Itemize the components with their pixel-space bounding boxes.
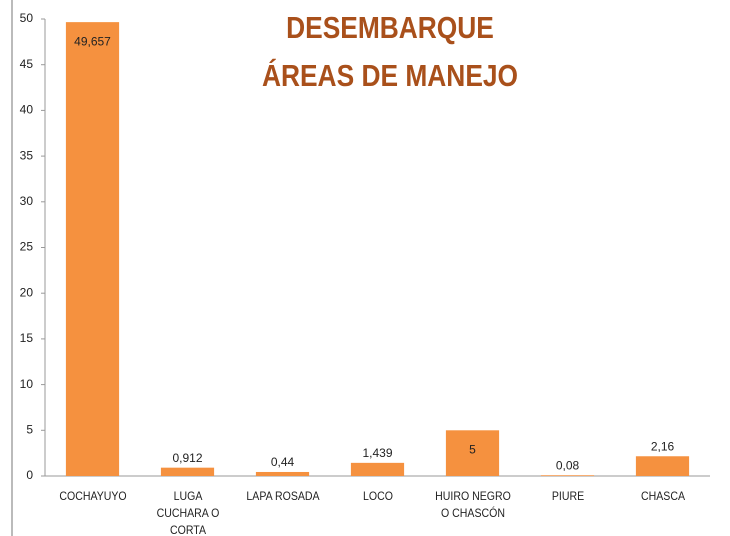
bar <box>160 467 215 476</box>
value-label: 0,44 <box>271 455 295 469</box>
bar <box>540 475 595 476</box>
x-tick-label: PIURE <box>551 489 584 503</box>
y-tick-label: 45 <box>20 57 34 71</box>
x-tick-label: LOCO <box>362 489 393 503</box>
bar <box>65 22 120 477</box>
bar <box>255 471 310 476</box>
chart-title: ÁREAS DE MANEJO <box>262 57 518 94</box>
y-tick-label: 0 <box>26 468 33 482</box>
x-tick-label: LUGA CUCHARA O CORTA <box>156 489 219 536</box>
x-tick-label: LAPA ROSADA <box>245 489 320 503</box>
y-tick-label: 50 <box>20 11 34 25</box>
x-tick-label: COCHAYUYO <box>58 489 127 503</box>
bar <box>350 462 405 476</box>
bar <box>445 430 500 476</box>
value-label: 1,439 <box>362 446 392 460</box>
y-tick-label: 30 <box>20 194 34 208</box>
x-tick-label: CHASCA <box>640 489 685 503</box>
x-tick-label: HUIRO NEGRO O CHASCÓN <box>434 489 511 520</box>
y-tick-label: 10 <box>20 377 34 391</box>
y-tick-label: 40 <box>20 103 34 117</box>
value-label: 2,16 <box>651 439 675 453</box>
y-tick-label: 35 <box>20 148 34 162</box>
bar <box>635 456 690 476</box>
value-label: 0,08 <box>556 458 580 472</box>
y-tick-label: 5 <box>26 422 33 436</box>
y-tick-label: 20 <box>20 285 34 299</box>
value-label: 0,912 <box>172 451 202 465</box>
value-label: 49,657 <box>74 34 111 48</box>
y-tick-label: 25 <box>20 240 34 254</box>
value-label: 5 <box>469 442 476 456</box>
chart-title: DESEMBARQUE <box>286 11 494 45</box>
y-tick-label: 15 <box>20 331 34 345</box>
